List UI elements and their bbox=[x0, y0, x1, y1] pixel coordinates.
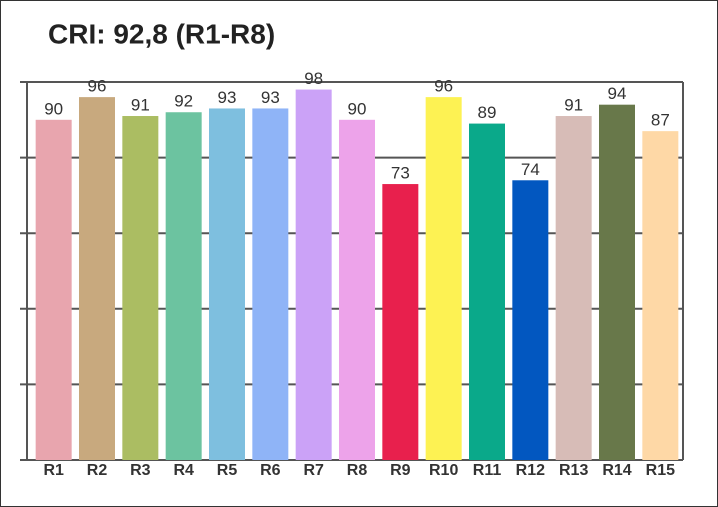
x-tick-label: R10 bbox=[429, 462, 458, 479]
data-label: 90 bbox=[44, 99, 63, 118]
data-label: 96 bbox=[434, 77, 453, 96]
x-tick-label: R2 bbox=[87, 462, 108, 479]
bar bbox=[122, 116, 159, 461]
bar bbox=[79, 97, 115, 461]
bar bbox=[512, 180, 549, 460]
data-label: 93 bbox=[218, 88, 237, 107]
data-label: 89 bbox=[478, 103, 497, 122]
bar bbox=[425, 97, 462, 461]
bar bbox=[599, 104, 635, 461]
data-label: 92 bbox=[174, 92, 193, 111]
bar bbox=[209, 108, 245, 461]
x-tick-label: R3 bbox=[130, 462, 151, 479]
data-label: 74 bbox=[521, 160, 540, 179]
bar bbox=[165, 112, 202, 461]
data-label: 93 bbox=[261, 88, 280, 107]
data-label: 98 bbox=[304, 69, 323, 88]
data-label: 91 bbox=[564, 96, 583, 115]
chart-title: CRI: 92,8 (R1-R8) bbox=[48, 18, 275, 49]
data-label: 73 bbox=[391, 164, 410, 183]
x-tick-label: R9 bbox=[390, 462, 411, 479]
x-tick-label: R5 bbox=[217, 462, 238, 479]
x-tick-label: R6 bbox=[260, 462, 281, 479]
data-label: 90 bbox=[348, 99, 367, 118]
x-tick-label: R14 bbox=[602, 462, 631, 479]
x-tick-label: R11 bbox=[473, 462, 502, 479]
bar bbox=[339, 119, 375, 461]
x-tick-label: R8 bbox=[347, 462, 368, 479]
data-label: 87 bbox=[651, 111, 670, 130]
x-tick-label: R12 bbox=[516, 462, 545, 479]
data-label: 94 bbox=[608, 84, 627, 103]
bar bbox=[642, 131, 679, 460]
data-label: 91 bbox=[131, 96, 150, 115]
bar bbox=[555, 116, 592, 461]
bar bbox=[469, 123, 505, 460]
x-tick-label: R7 bbox=[303, 462, 324, 479]
data-label: 96 bbox=[88, 77, 107, 96]
bar bbox=[382, 184, 419, 460]
x-tick-label: R13 bbox=[559, 462, 588, 479]
bar bbox=[35, 119, 72, 461]
bar bbox=[295, 89, 332, 460]
x-tick-label: R1 bbox=[43, 462, 64, 479]
bar bbox=[252, 108, 289, 461]
x-tick-label: R15 bbox=[646, 462, 675, 479]
x-tick-label: R4 bbox=[173, 462, 194, 479]
